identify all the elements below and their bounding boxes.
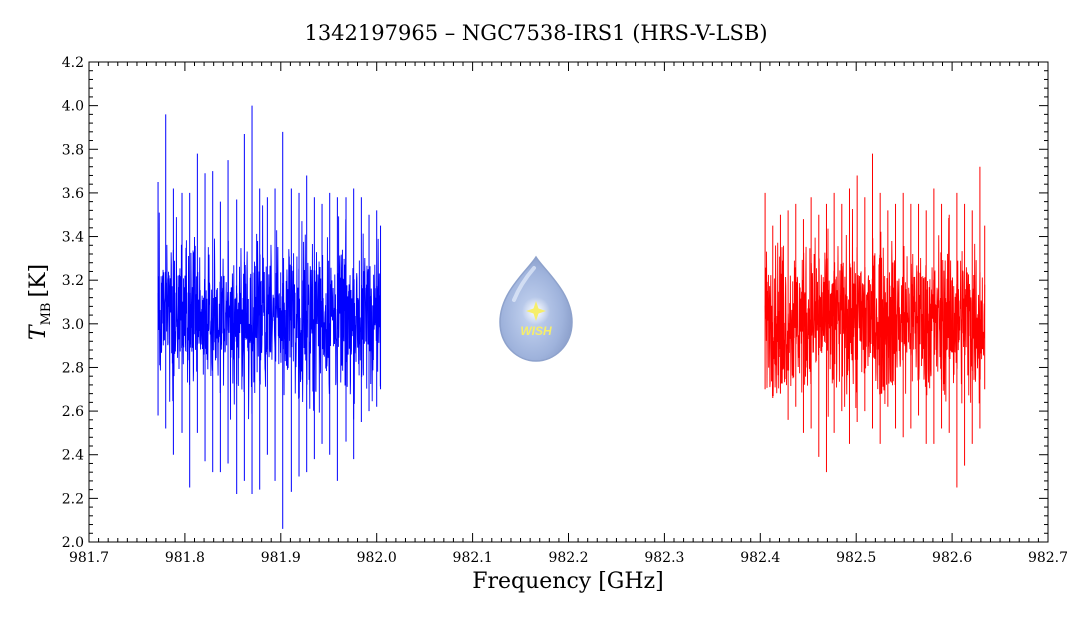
y-axis-title-sub: MB xyxy=(39,303,54,326)
series-1 xyxy=(157,105,382,529)
x-tick-label: 982.2 xyxy=(548,550,588,566)
y-tick-label: 3.6 xyxy=(62,186,84,202)
x-tick-label: 981.7 xyxy=(69,550,109,566)
chart-title: 1342197965 – NGC7538-IRS1 (HRS-V-LSB) xyxy=(304,21,767,45)
x-tick-label: 982.3 xyxy=(644,550,684,566)
star-icon xyxy=(526,301,546,321)
y-tick-label: 2.0 xyxy=(62,535,84,551)
y-tick-label: 3.4 xyxy=(62,230,84,246)
y-tick-label: 4.2 xyxy=(62,55,84,71)
series-layer xyxy=(157,105,986,529)
series-2-line xyxy=(764,208,986,417)
x-tick-label: 982.7 xyxy=(1028,550,1068,566)
y-tick-label: 4.0 xyxy=(62,99,84,115)
x-tick-label: 981.9 xyxy=(261,550,301,566)
x-tick-label: 982.5 xyxy=(836,550,876,566)
y-tick-label: 3.0 xyxy=(62,317,84,333)
y-axis-title-main: T xyxy=(26,323,51,340)
y-tick-label: 2.4 xyxy=(62,448,84,464)
series-2 xyxy=(764,153,986,488)
y-axis-title: TMB [K] xyxy=(26,264,54,340)
y-axis-title-unit: [K] xyxy=(26,264,51,298)
x-tick-label: 982.1 xyxy=(453,550,493,566)
svg-text:TMB[K]: TMB [K] xyxy=(26,264,54,340)
y-tick-label: 2.2 xyxy=(62,491,84,507)
y-tick-label: 3.2 xyxy=(62,273,84,289)
x-tick-label: 982.4 xyxy=(740,550,780,566)
x-tick-label: 981.8 xyxy=(165,550,205,566)
logo-text: WISH xyxy=(520,324,552,338)
axes-layer: 981.7 981.8 981.9 982.0 982.1 982.2 982.3 982.4… xyxy=(62,55,1068,566)
wish-logo: WISH xyxy=(499,255,573,362)
y-tick-label: 3.8 xyxy=(62,142,84,158)
x-tick-label: 982.0 xyxy=(357,550,397,566)
x-axis-title: Frequency [GHz] xyxy=(472,569,664,594)
x-tick-label: 982.6 xyxy=(932,550,972,566)
y-tick-label: 2.8 xyxy=(62,360,84,376)
series-1-line xyxy=(157,205,381,420)
y-tick-label: 2.6 xyxy=(62,404,84,420)
